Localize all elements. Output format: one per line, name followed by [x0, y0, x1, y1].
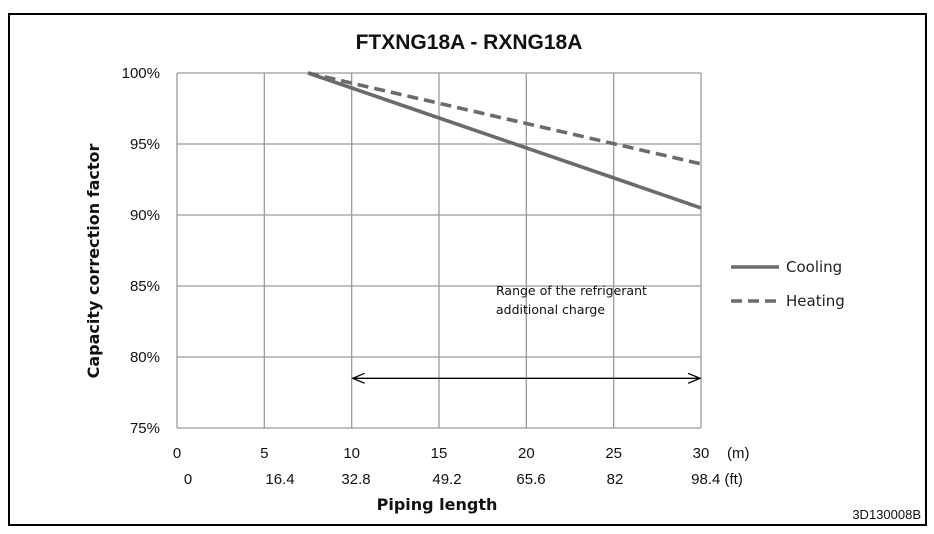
x-axis-label: Piping length — [377, 495, 498, 514]
series-line-cooling — [307, 71, 702, 210]
chart-title: FTXNG18A - RXNG18A — [356, 31, 583, 54]
legend-label-heating: Heating — [786, 292, 845, 310]
y-tick-label: 95% — [130, 136, 160, 153]
y-tick-labels: 75% 80% 85% 90% 95% 100% — [122, 65, 160, 437]
x-tick-label-m: 20 — [518, 445, 535, 462]
x-tick-label-m: 30 — [693, 445, 710, 462]
x-tick-label-ft: 82 — [607, 471, 624, 488]
x-tick-label-m: 25 — [605, 445, 622, 462]
y-tick-label: 100% — [122, 65, 160, 82]
series-line-heating — [307, 71, 702, 166]
figure-reference: 3D130008B — [852, 507, 921, 522]
range-annotation: Range of the refrigerant additional char… — [353, 283, 700, 378]
x-tick-labels-ft: 0 16.4 32.8 49.2 65.6 82 98.4 (ft) — [184, 471, 743, 488]
legend-label-cooling: Cooling — [786, 258, 842, 276]
annotation-line-1: Range of the refrigerant — [496, 283, 647, 298]
x-tick-labels-m: 0 5 10 15 20 25 30 — [173, 445, 710, 462]
x-tick-label-ft: 16.4 — [265, 471, 294, 488]
x-tick-label-ft: 49.2 — [432, 471, 461, 488]
x-tick-label-m: 15 — [431, 445, 448, 462]
y-tick-label: 85% — [130, 278, 160, 295]
x-tick-label-ft: 65.6 — [516, 471, 545, 488]
grid — [176, 72, 702, 429]
y-tick-label: 90% — [130, 207, 160, 224]
figure-frame — [8, 13, 927, 526]
x-tick-label-ft: 98.4 (ft) — [691, 471, 743, 488]
annotation-line-2: additional charge — [496, 302, 605, 317]
y-axis-label: Capacity correction factor — [84, 143, 103, 378]
series-group — [307, 71, 702, 210]
x-unit-m: (m) — [727, 445, 750, 462]
x-tick-label-ft: 32.8 — [341, 471, 370, 488]
x-tick-label-m: 10 — [343, 445, 360, 462]
y-tick-label: 80% — [130, 349, 160, 366]
x-tick-label-m: 5 — [260, 445, 268, 462]
y-tick-label: 75% — [130, 420, 160, 437]
x-tick-label-ft: 0 — [184, 471, 192, 488]
legend: Cooling Heating — [731, 258, 845, 310]
x-tick-label-m: 0 — [173, 445, 181, 462]
